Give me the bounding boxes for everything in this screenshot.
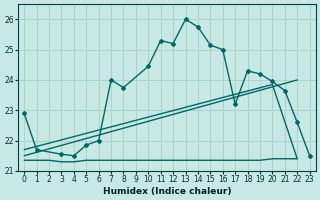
X-axis label: Humidex (Indice chaleur): Humidex (Indice chaleur) [103,187,231,196]
